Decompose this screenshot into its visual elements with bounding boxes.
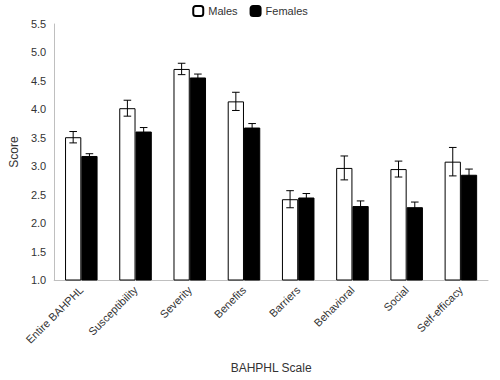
svg-text:1.0: 1.0: [31, 274, 46, 286]
svg-text:Males: Males: [208, 5, 238, 17]
svg-text:2.5: 2.5: [31, 189, 46, 201]
svg-text:Score: Score: [7, 136, 21, 168]
svg-text:3.0: 3.0: [31, 160, 46, 172]
svg-text:5.5: 5.5: [31, 18, 46, 30]
svg-text:Severity: Severity: [157, 283, 194, 320]
svg-text:Social: Social: [381, 284, 411, 314]
svg-text:5.0: 5.0: [31, 46, 46, 58]
svg-text:Entire BAHPHL: Entire BAHPHL: [24, 284, 86, 346]
svg-text:Barriers: Barriers: [267, 283, 303, 319]
svg-text:4.5: 4.5: [31, 75, 46, 87]
svg-text:Self-efficacy: Self-efficacy: [414, 283, 465, 334]
svg-text:Behavioral: Behavioral: [311, 284, 356, 329]
svg-text:Females: Females: [266, 5, 309, 17]
svg-text:2.0: 2.0: [31, 217, 46, 229]
svg-text:1.5: 1.5: [31, 246, 46, 258]
svg-text:Benefits: Benefits: [212, 283, 249, 320]
svg-text:BAHPHL Scale: BAHPHL Scale: [231, 361, 312, 375]
svg-text:Susceptibility: Susceptibility: [86, 283, 140, 337]
svg-text:3.5: 3.5: [31, 132, 46, 144]
svg-text:4.0: 4.0: [31, 103, 46, 115]
